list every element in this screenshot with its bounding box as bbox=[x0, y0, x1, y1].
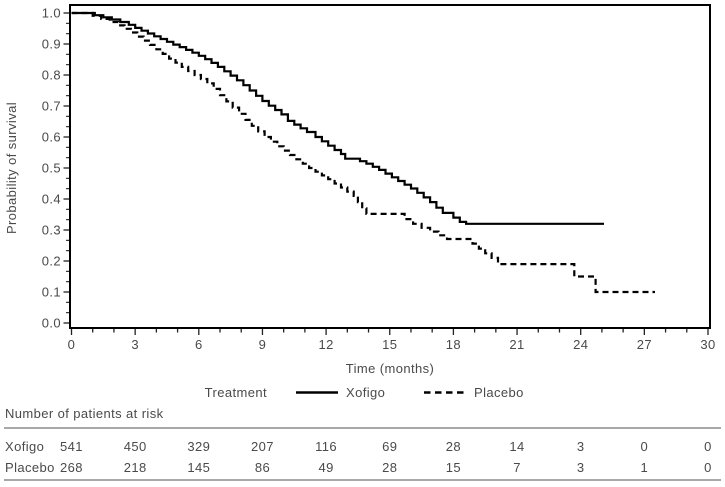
legend-label-placebo: Placebo bbox=[474, 385, 524, 400]
x-axis-tick-label: 21 bbox=[509, 337, 524, 352]
x-axis-tick-label: 18 bbox=[446, 337, 461, 352]
y-axis-tick-label: 0.1 bbox=[42, 285, 61, 300]
at-risk-value-placebo: 49 bbox=[318, 460, 333, 475]
at-risk-value-xofigo: 3 bbox=[577, 439, 585, 454]
at-risk-heading: Number of patients at risk bbox=[5, 406, 164, 421]
legend-title: Treatment bbox=[205, 385, 267, 400]
at-risk-table: Number of patients at risk Xofigo Placeb… bbox=[4, 406, 721, 481]
at-risk-value-xofigo: 207 bbox=[251, 439, 274, 454]
at-risk-value-placebo: 15 bbox=[446, 460, 461, 475]
survival-curve-xofigo bbox=[71, 11, 604, 225]
plot-frame bbox=[69, 4, 711, 329]
x-axis-tick-label: 3 bbox=[131, 337, 139, 352]
at-risk-value-xofigo: 116 bbox=[315, 439, 337, 454]
y-axis-tick-label: 0.2 bbox=[42, 254, 61, 269]
y-axis-tick-label: 0.8 bbox=[42, 68, 61, 83]
at-risk-value-xofigo: 450 bbox=[124, 439, 147, 454]
survival-curve-placebo bbox=[71, 11, 655, 294]
at-risk-value-placebo: 3 bbox=[577, 460, 585, 475]
at-risk-value-xofigo: 0 bbox=[641, 439, 649, 454]
at-risk-value-xofigo: 28 bbox=[446, 439, 461, 454]
at-risk-value-placebo: 28 bbox=[382, 460, 397, 475]
axes-layer: 0 3 6 9 12 15 18 21 24 27 30 0.0 0.1 0.2 0.3 0.4 0.5 0.6 0… bbox=[42, 4, 715, 352]
at-risk-value-placebo: 1 bbox=[641, 460, 649, 475]
curves-layer bbox=[71, 11, 655, 294]
at-risk-value-xofigo: 541 bbox=[60, 439, 83, 454]
at-risk-value-xofigo: 69 bbox=[382, 439, 397, 454]
legend: Treatment Xofigo Placebo bbox=[205, 385, 524, 400]
legend-label-xofigo: Xofigo bbox=[346, 385, 385, 400]
y-axis-tick-label: 0.5 bbox=[42, 161, 61, 176]
x-axis-tick-label: 12 bbox=[318, 337, 333, 352]
at-risk-value-placebo: 7 bbox=[513, 460, 521, 475]
x-axis-tick-label: 15 bbox=[382, 337, 397, 352]
x-axis-title: Time (months) bbox=[346, 361, 435, 376]
y-axis-tick-label: 0.0 bbox=[42, 316, 61, 331]
at-risk-value-xofigo: 0 bbox=[704, 439, 712, 454]
x-axis-tick-label: 0 bbox=[68, 337, 76, 352]
x-axis-tick-label: 6 bbox=[195, 337, 203, 352]
at-risk-row-label-xofigo: Xofigo bbox=[5, 439, 44, 454]
at-risk-value-placebo: 268 bbox=[60, 460, 83, 475]
at-risk-values-layer: 541 450 329 207 116 69 28 14 3 0 0 268 218 145 86 49 28 1… bbox=[60, 439, 712, 475]
at-risk-value-xofigo: 14 bbox=[509, 439, 524, 454]
at-risk-value-placebo: 0 bbox=[704, 460, 712, 475]
x-axis-tick-label: 24 bbox=[573, 337, 588, 352]
at-risk-value-placebo: 218 bbox=[124, 460, 147, 475]
x-axis-tick-label: 30 bbox=[700, 337, 715, 352]
y-axis-tick-label: 1.0 bbox=[42, 6, 61, 21]
y-axis-tick-label: 0.6 bbox=[42, 130, 61, 145]
at-risk-value-placebo: 145 bbox=[187, 460, 210, 475]
y-axis-tick-label: 0.3 bbox=[42, 223, 61, 238]
y-axis-tick-label: 0.9 bbox=[42, 37, 61, 52]
at-risk-row-label-placebo: Placebo bbox=[5, 460, 55, 475]
at-risk-value-xofigo: 329 bbox=[187, 439, 210, 454]
x-axis-tick-label: 27 bbox=[637, 337, 652, 352]
y-axis-tick-label: 0.7 bbox=[42, 99, 61, 114]
y-axis-tick-label: 0.4 bbox=[42, 192, 61, 207]
y-axis-title: Probability of survival bbox=[4, 102, 19, 234]
at-risk-value-placebo: 86 bbox=[255, 460, 270, 475]
x-axis-tick-label: 9 bbox=[259, 337, 267, 352]
